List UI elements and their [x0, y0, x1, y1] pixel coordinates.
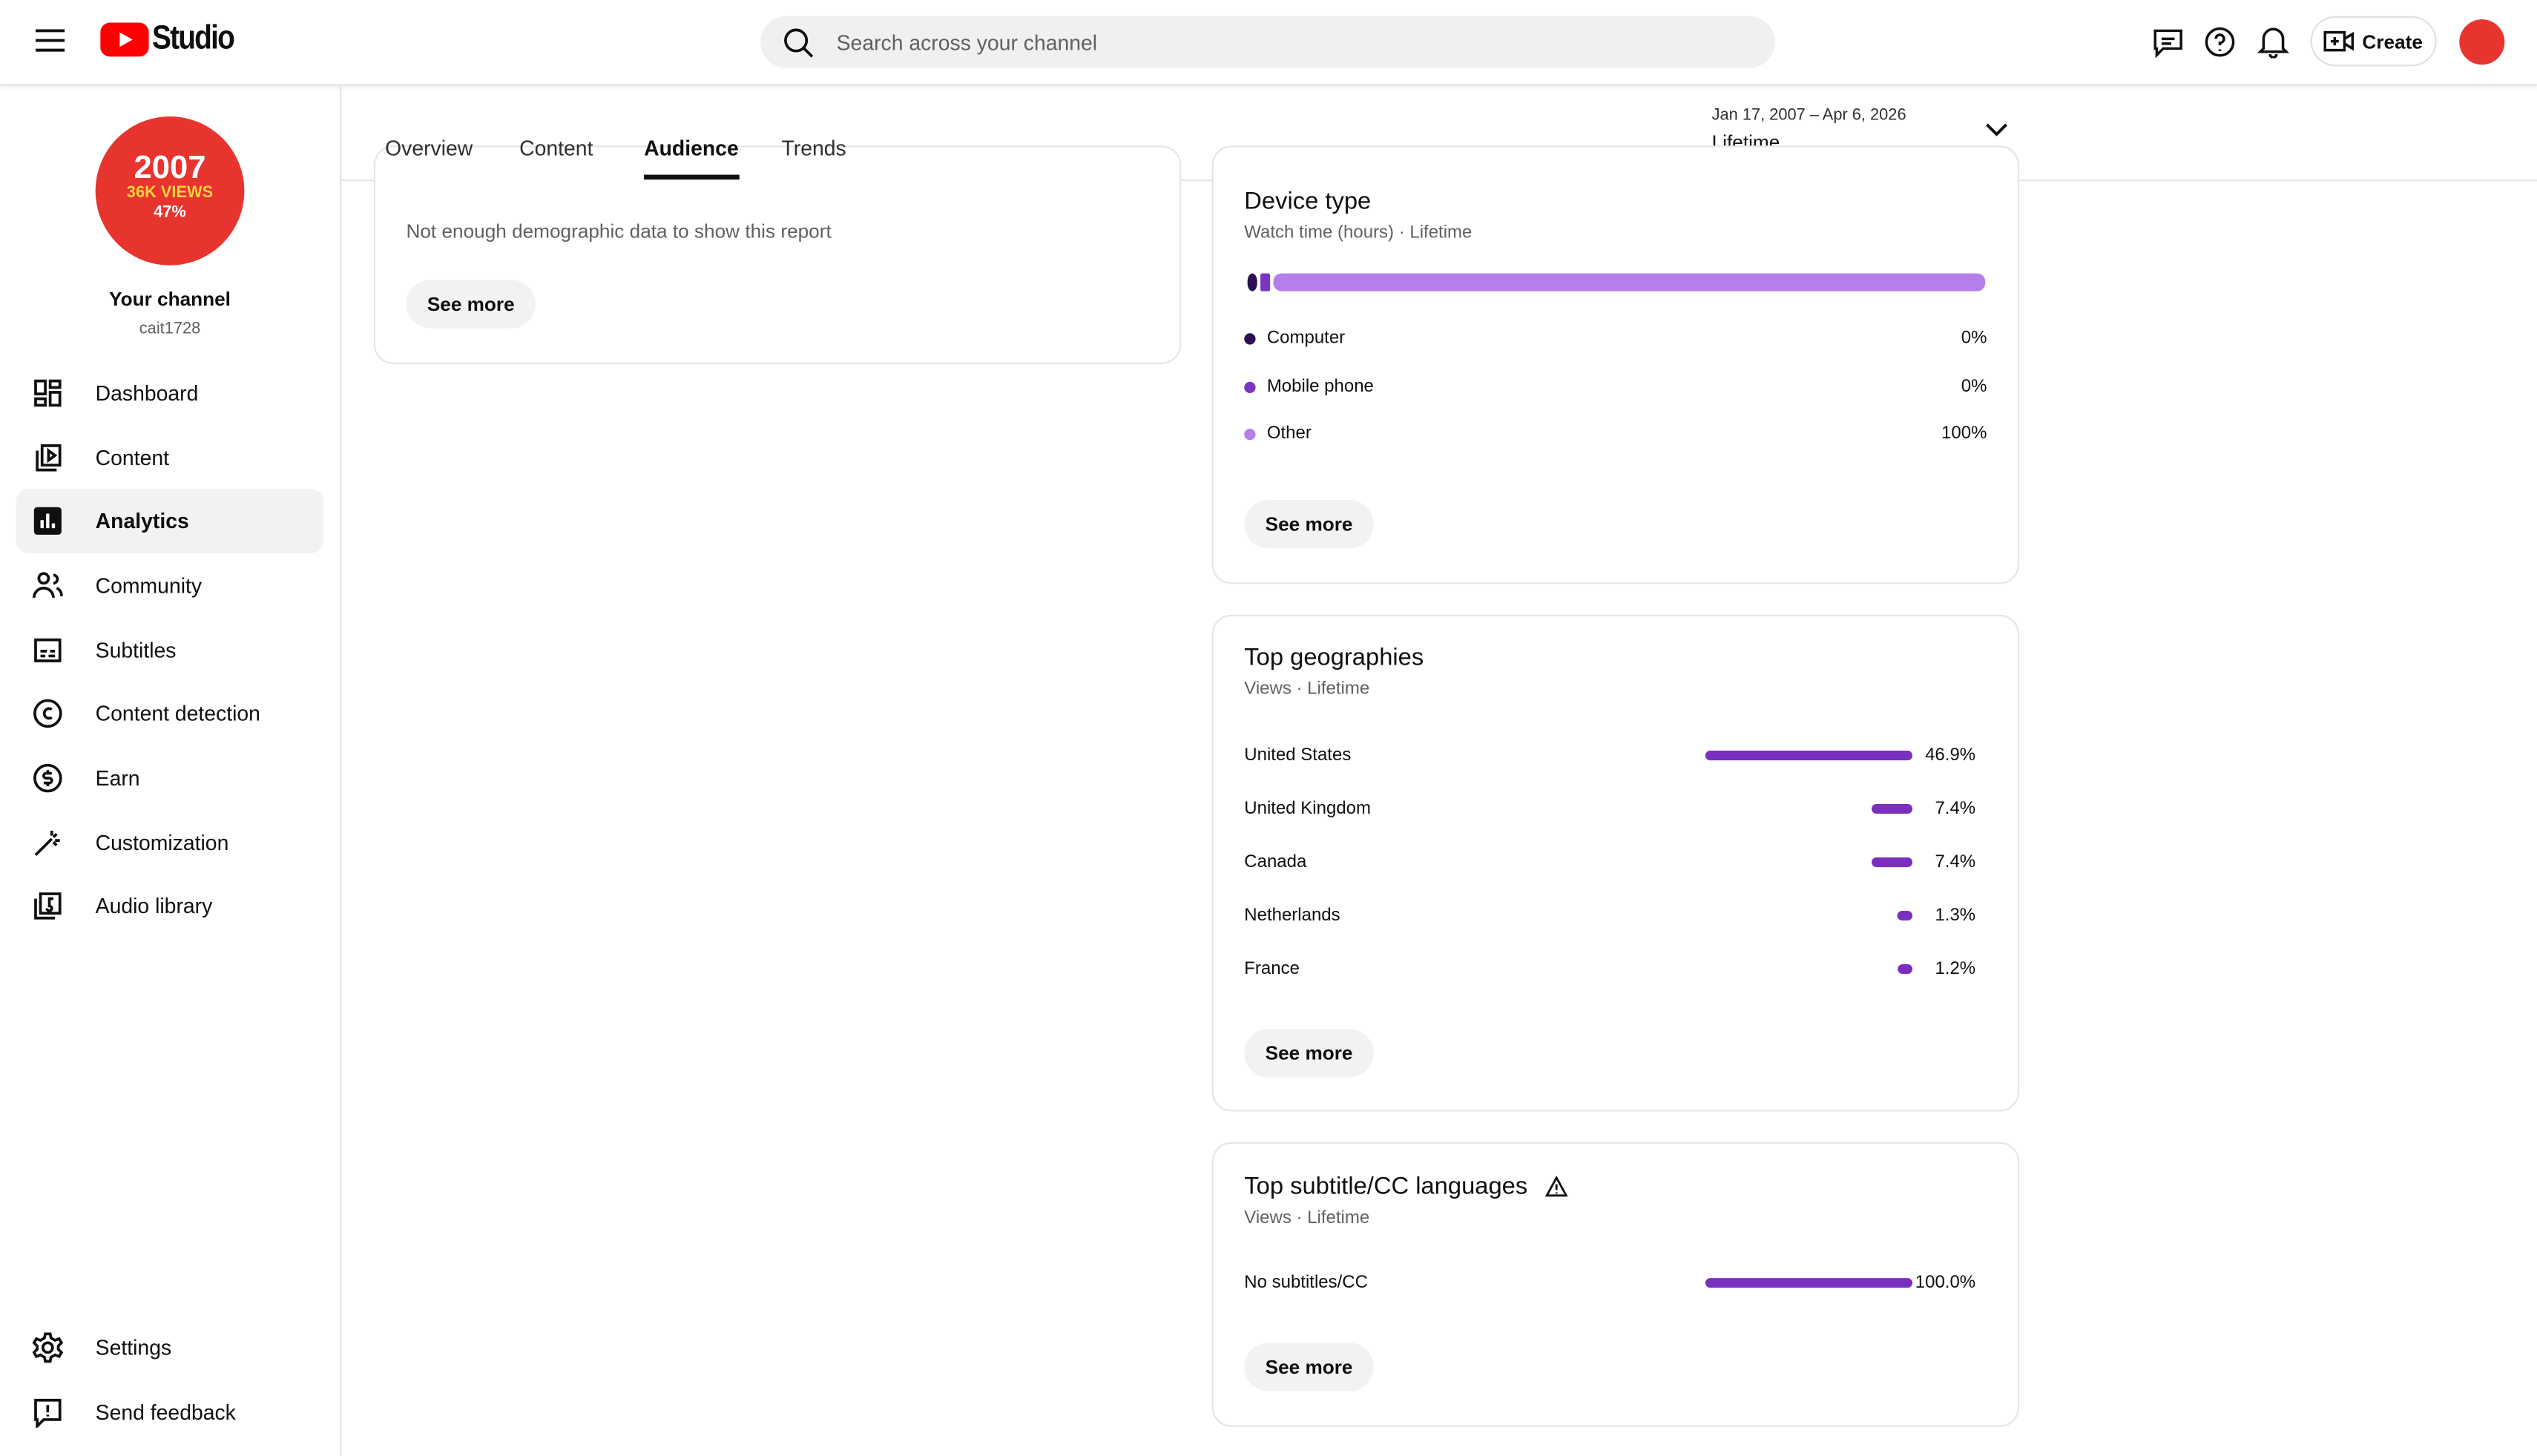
warning-icon[interactable] — [1544, 1176, 1568, 1197]
legend-value: 100% — [1941, 424, 1987, 444]
channel-handle: cait1728 — [139, 320, 201, 338]
device-bar — [1247, 273, 1986, 291]
tab[interactable]: Overview — [385, 136, 473, 160]
bar-track — [1898, 963, 1913, 975]
tab-underline — [644, 174, 740, 180]
bar-track — [1705, 1278, 1913, 1288]
channel-name: Your channel — [109, 288, 231, 311]
card-title: Device type — [1244, 188, 1372, 216]
avatar-text: 47% — [154, 203, 186, 222]
card-subtitle: Watch time (hours) · Lifetime — [1244, 223, 1472, 243]
row-label: Netherlands — [1244, 906, 1340, 926]
tab[interactable]: Content — [519, 136, 593, 160]
nav-icon — [33, 507, 62, 535]
nav-icon — [34, 831, 60, 857]
nav-item[interactable]: Content — [95, 445, 170, 470]
legend-value: 0% — [1961, 328, 1987, 348]
row-value: 1.2% — [1935, 959, 1976, 979]
row-value: 46.9% — [1925, 745, 1976, 765]
nav-icon — [34, 1398, 62, 1428]
date-range[interactable]: Jan 17, 2007 – Apr 6, 2026 — [1711, 106, 1906, 125]
logo-text[interactable]: Studio — [152, 19, 235, 57]
tab[interactable]: Trends — [781, 136, 846, 160]
bar-track — [1872, 857, 1913, 868]
nav-icon — [32, 572, 63, 599]
row-label: United States — [1244, 745, 1352, 765]
row-label: No subtitles/CC — [1244, 1273, 1368, 1293]
row-label: United Kingdom — [1244, 799, 1372, 819]
legend-value: 0% — [1961, 376, 1987, 396]
help-icon[interactable] — [2204, 26, 2237, 59]
nav-item[interactable]: Subtitles — [95, 638, 177, 663]
device-segment — [1260, 273, 1271, 291]
see-more-button[interactable]: See more — [1244, 499, 1374, 549]
search-icon[interactable] — [783, 27, 814, 58]
nav-icon — [33, 763, 62, 793]
row-label: Canada — [1244, 852, 1307, 872]
nav-active-bg — [16, 488, 324, 553]
date-dropdown[interactable] — [1985, 123, 2008, 138]
bar-track — [1872, 804, 1913, 814]
tab[interactable]: Audience — [644, 136, 739, 160]
channel-avatar[interactable]: 2007 36K VIEWS 47% — [95, 116, 245, 266]
row-label: France — [1244, 959, 1300, 979]
legend-dot — [1244, 428, 1256, 441]
legend-dot — [1244, 333, 1256, 345]
nav-item[interactable]: Audio library — [95, 894, 213, 918]
nav-item[interactable]: Dashboard — [95, 381, 199, 406]
device-segment — [1273, 273, 1986, 291]
search-box[interactable] — [760, 16, 1775, 68]
logo-icon[interactable] — [100, 22, 149, 57]
legend-label: Other — [1266, 424, 1312, 444]
bar-track — [1705, 751, 1913, 761]
card-subtitle: Views · Lifetime — [1244, 1208, 1370, 1228]
message: Not enough demographic data to show this… — [406, 220, 832, 243]
nav-icon — [34, 379, 62, 407]
messages-icon[interactable] — [2152, 26, 2185, 59]
row-value: 7.4% — [1935, 852, 1976, 872]
card-title: Top subtitle/CC languages — [1244, 1173, 1528, 1201]
search-placeholder[interactable]: Search across your channel — [836, 30, 1098, 56]
nav-item[interactable]: Earn — [95, 765, 140, 791]
nav-item[interactable]: Community — [95, 573, 203, 598]
row-value: 1.3% — [1935, 906, 1976, 926]
top-bar — [0, 0, 2537, 86]
menu-button[interactable] — [35, 27, 65, 53]
row-value: 100.0% — [1915, 1273, 1976, 1293]
account-avatar[interactable] — [2459, 19, 2505, 65]
create-button[interactable] — [2310, 16, 2437, 67]
create-label[interactable]: Create — [2362, 30, 2423, 53]
avatar-text: 36K VIEWS — [126, 184, 214, 202]
see-more-button[interactable]: See more — [1244, 1029, 1374, 1078]
demographics-card — [373, 145, 1182, 364]
nav-item[interactable]: Settings — [95, 1335, 172, 1360]
nav-icon — [36, 444, 62, 472]
create-icon — [2323, 30, 2355, 52]
bar-track — [1897, 910, 1913, 921]
nav-icon — [33, 699, 62, 728]
see-more-button[interactable]: See more — [1244, 1343, 1374, 1391]
sidebar-divider — [340, 85, 342, 1456]
nav-item[interactable]: Send feedback — [95, 1400, 236, 1425]
nav-item[interactable]: Analytics — [95, 508, 189, 533]
legend-label: Computer — [1266, 328, 1346, 348]
avatar-text: 2007 — [134, 150, 206, 186]
see-more-button[interactable]: See more — [406, 280, 536, 329]
nav-icon — [34, 892, 62, 920]
nav-item[interactable]: Content detection — [95, 701, 260, 726]
card-subtitle: Views · Lifetime — [1244, 679, 1370, 699]
nav-icon — [34, 638, 62, 662]
legend-dot — [1244, 381, 1256, 392]
device-segment — [1247, 273, 1257, 291]
notifications-icon[interactable] — [2257, 24, 2290, 59]
card-title: Top geographies — [1244, 644, 1424, 672]
nav-icon — [32, 1332, 64, 1363]
legend-label: Mobile phone — [1266, 376, 1374, 396]
nav-item[interactable]: Customization — [95, 831, 229, 855]
row-value: 7.4% — [1935, 799, 1976, 819]
